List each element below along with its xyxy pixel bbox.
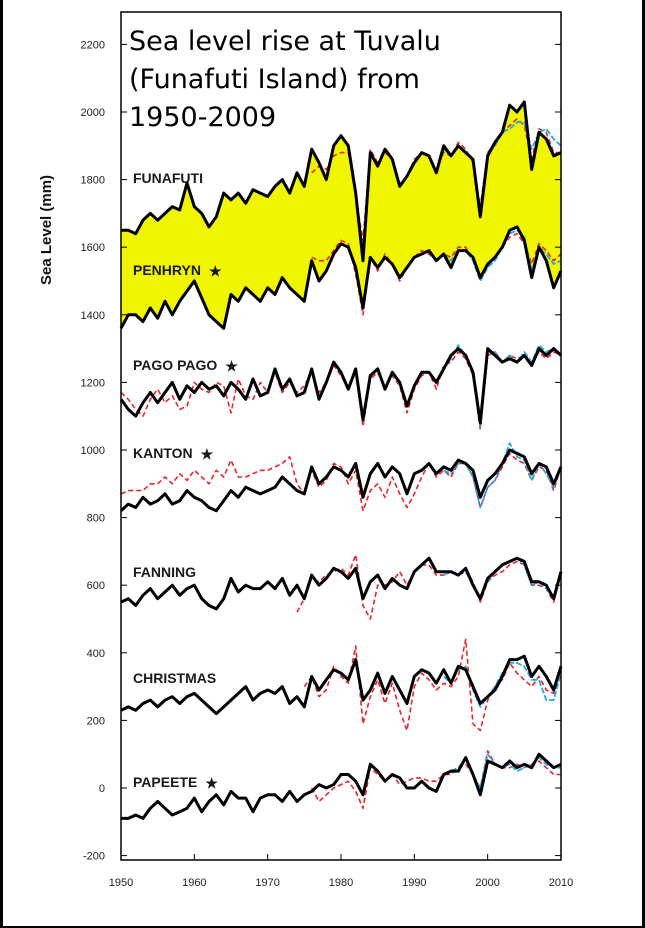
station-label-fanning: FANNING <box>133 564 196 580</box>
x-tick-label: 1980 <box>329 877 353 889</box>
kanton-red-dashed-series <box>120 452 562 512</box>
y-tick-label: 400 <box>87 648 105 660</box>
station-label-papeete: PAPEETE <box>133 774 197 790</box>
station-label-funafuti: FUNAFUTI <box>133 170 203 186</box>
chart-title-line: Sea level rise at Tuvalu <box>129 26 441 57</box>
papeete-red-dashed-series <box>310 749 561 810</box>
christmas-red-dashed-series <box>303 638 562 732</box>
christmas-black-thick-series <box>120 654 563 716</box>
y-tick-label: 200 <box>87 715 105 727</box>
station-labels-layer: FUNAFUTI PENHRYN ★ PAGO PAGO ★ KANTON ★ FANNING… <box>133 170 238 791</box>
y-tick-label: 1600 <box>81 242 105 254</box>
fanning-red-dashed-series <box>296 553 562 620</box>
x-tick-label: 2010 <box>549 877 573 889</box>
y-tick-label: 600 <box>87 580 105 592</box>
y-tick-label: 1400 <box>81 310 105 322</box>
pago-pago-red-dashed-series <box>120 351 562 431</box>
pago-pago-black-thick-series <box>119 347 563 425</box>
station-label-kanton: KANTON <box>133 445 193 461</box>
y-tick-label: 2000 <box>81 107 105 119</box>
chart-title-line: 1950-2009 <box>129 102 276 133</box>
chart-title-line: (Funafuti Island) from <box>129 64 420 95</box>
star-icon: ★ <box>209 263 222 279</box>
station-label-penhryn: PENHRYN <box>133 262 201 278</box>
pago-pago-blue-dashed-series <box>442 344 562 428</box>
x-tick-label: 1970 <box>255 877 279 889</box>
papeete-black-thick-series <box>121 752 562 820</box>
y-tick-label: -200 <box>83 851 105 863</box>
x-tick-label: 1950 <box>109 877 133 889</box>
y-tick-label: 1000 <box>81 445 105 457</box>
y-tick-label: 800 <box>87 513 105 525</box>
star-icon: ★ <box>205 775 218 791</box>
kanton-black-thick-series <box>119 448 563 513</box>
y-tick-label: 2200 <box>81 39 105 51</box>
y-tick-label: 0 <box>99 783 105 795</box>
penhryn-black-thick-series <box>119 225 563 330</box>
funafuti-black-thick-series <box>121 100 562 263</box>
x-tick-label: 1990 <box>402 877 426 889</box>
sea-level-chart: -200 0 200 400 600 800 1000 1200 1400 1600 1800 200… <box>38 11 574 889</box>
star-icon: ★ <box>201 446 214 462</box>
x-tick-label: 1960 <box>182 877 206 889</box>
station-label-christmas: CHRISTMAS <box>133 670 216 686</box>
fanning-black-thick-series <box>120 556 563 611</box>
y-tick-label: 1800 <box>81 175 105 187</box>
station-label-pago-pago: PAGO PAGO <box>133 357 217 373</box>
chart-title: Sea level rise at Tuvalu (Funafuti Island… <box>129 26 441 133</box>
star-icon: ★ <box>225 358 238 374</box>
y-tick-label: 1200 <box>81 377 105 389</box>
x-tick-label: 2000 <box>475 877 499 889</box>
funafuti-penhryn-fill-layer <box>121 101 561 329</box>
funafuti-penhryn-fill <box>121 101 561 329</box>
series-layer <box>119 100 563 820</box>
axis-ticks-layer: -200 0 200 400 600 800 1000 1200 1400 1600 1800 200… <box>81 39 574 889</box>
kanton-blue-dashed-series <box>443 442 562 509</box>
y-axis-label: Sea Level (mm) <box>38 175 55 285</box>
